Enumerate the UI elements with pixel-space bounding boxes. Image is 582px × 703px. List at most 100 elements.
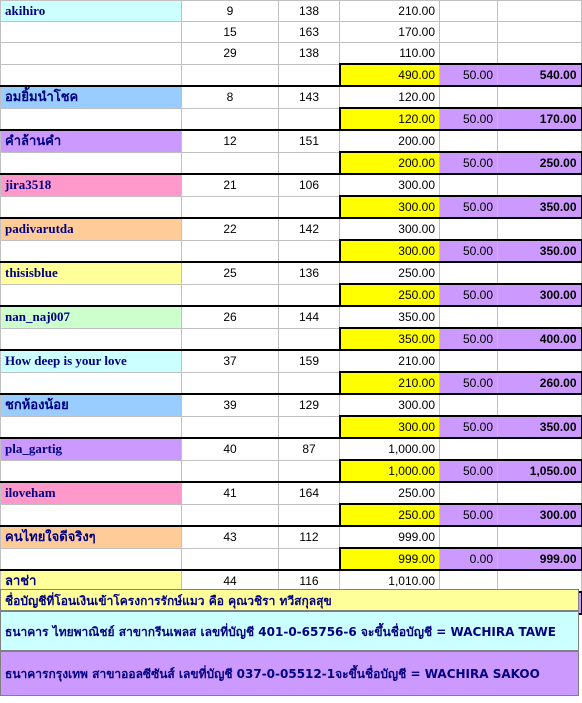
empty-cell[interactable] (439, 481, 498, 505)
code-cell[interactable]: 138 (278, 0, 340, 22)
donor-name-cell[interactable]: padivarutda (0, 217, 182, 241)
empty-cell[interactable] (0, 327, 182, 351)
donor-name-cell[interactable]: thisisblue (0, 261, 182, 285)
empty-cell[interactable] (0, 239, 182, 263)
empty-cell[interactable] (181, 327, 279, 351)
item-number-cell[interactable]: 29 (181, 42, 279, 65)
item-number-cell[interactable]: 15 (181, 21, 279, 43)
empty-cell[interactable] (181, 415, 279, 439)
total-cell[interactable]: 260.00 (497, 371, 582, 395)
empty-cell[interactable] (439, 393, 498, 417)
amount-cell[interactable]: 300.00 (339, 217, 440, 241)
fee-cell[interactable]: 50.00 (439, 327, 498, 351)
empty-cell[interactable] (439, 0, 498, 22)
subtotal-cell[interactable]: 200.00 (338, 151, 440, 175)
donor-name-cell[interactable]: iloveham (0, 481, 182, 505)
item-number-cell[interactable]: 39 (181, 393, 279, 417)
empty-cell[interactable] (497, 525, 582, 549)
empty-cell[interactable] (497, 21, 582, 43)
code-cell[interactable]: 136 (278, 261, 340, 285)
empty-cell[interactable] (278, 371, 340, 395)
total-cell[interactable]: 540.00 (497, 63, 582, 87)
empty-cell[interactable] (0, 283, 182, 307)
amount-cell[interactable]: 250.00 (339, 481, 440, 505)
item-number-cell[interactable]: 40 (181, 437, 279, 461)
subtotal-cell[interactable]: 490.00 (338, 63, 440, 87)
empty-cell[interactable] (278, 239, 340, 263)
empty-cell[interactable] (439, 129, 498, 153)
item-number-cell[interactable]: 12 (181, 129, 279, 153)
empty-cell[interactable] (439, 305, 498, 329)
code-cell[interactable]: 142 (278, 217, 340, 241)
total-cell[interactable]: 350.00 (497, 415, 582, 439)
empty-cell[interactable] (439, 173, 498, 197)
total-cell[interactable]: 170.00 (497, 107, 582, 131)
empty-cell[interactable] (278, 459, 340, 483)
code-cell[interactable]: 106 (278, 173, 340, 197)
subtotal-cell[interactable]: 350.00 (338, 327, 440, 351)
donor-name-cell[interactable]: คนไทยใจดีจริงๆ (0, 525, 182, 549)
empty-cell[interactable] (0, 42, 182, 65)
empty-cell[interactable] (0, 63, 182, 87)
empty-cell[interactable] (181, 151, 279, 175)
empty-cell[interactable] (0, 415, 182, 439)
subtotal-cell[interactable]: 120.00 (338, 107, 440, 131)
empty-cell[interactable] (0, 547, 182, 571)
code-cell[interactable]: 151 (278, 129, 340, 153)
code-cell[interactable]: 159 (278, 349, 340, 373)
item-number-cell[interactable]: 22 (181, 217, 279, 241)
total-cell[interactable]: 350.00 (497, 195, 582, 219)
empty-cell[interactable] (181, 107, 279, 131)
empty-cell[interactable] (497, 393, 582, 417)
item-number-cell[interactable]: 8 (181, 85, 279, 109)
empty-cell[interactable] (181, 371, 279, 395)
item-number-cell[interactable]: 25 (181, 261, 279, 285)
code-cell[interactable]: 144 (278, 305, 340, 329)
total-cell[interactable]: 300.00 (497, 503, 582, 527)
subtotal-cell[interactable]: 210.00 (338, 371, 440, 395)
subtotal-cell[interactable]: 300.00 (338, 239, 440, 263)
empty-cell[interactable] (278, 503, 340, 527)
empty-cell[interactable] (278, 107, 340, 131)
code-cell[interactable]: 129 (278, 393, 340, 417)
fee-cell[interactable]: 50.00 (439, 195, 498, 219)
code-cell[interactable]: 163 (278, 21, 340, 43)
fee-cell[interactable]: 50.00 (439, 239, 498, 263)
amount-cell[interactable]: 120.00 (339, 85, 440, 109)
total-cell[interactable]: 400.00 (497, 327, 582, 351)
fee-cell[interactable]: 50.00 (439, 459, 498, 483)
empty-cell[interactable] (181, 63, 279, 87)
amount-cell[interactable]: 170.00 (339, 21, 440, 43)
code-cell[interactable]: 87 (278, 437, 340, 461)
donor-name-cell[interactable]: pla_gartig (0, 437, 182, 461)
amount-cell[interactable]: 300.00 (339, 393, 440, 417)
amount-cell[interactable]: 210.00 (339, 0, 440, 22)
donor-name-cell[interactable]: jira3518 (0, 173, 182, 197)
empty-cell[interactable] (0, 459, 182, 483)
item-number-cell[interactable]: 41 (181, 481, 279, 505)
fee-cell[interactable]: 50.00 (439, 151, 498, 175)
empty-cell[interactable] (439, 217, 498, 241)
empty-cell[interactable] (439, 261, 498, 285)
fee-cell[interactable]: 50.00 (439, 283, 498, 307)
empty-cell[interactable] (439, 349, 498, 373)
empty-cell[interactable] (181, 239, 279, 263)
donor-name-cell[interactable]: คำล้านคำ (0, 129, 182, 153)
empty-cell[interactable] (497, 261, 582, 285)
empty-cell[interactable] (0, 107, 182, 131)
subtotal-cell[interactable]: 999.00 (338, 547, 440, 571)
donor-name-cell[interactable]: akihiro (0, 0, 182, 22)
empty-cell[interactable] (497, 437, 582, 461)
empty-cell[interactable] (439, 21, 498, 43)
fee-cell[interactable]: 50.00 (439, 371, 498, 395)
donor-name-cell[interactable]: ลาช่า (0, 569, 182, 593)
donor-name-cell[interactable]: nan_naj007 (0, 305, 182, 329)
subtotal-cell[interactable]: 1,000.00 (338, 459, 440, 483)
item-number-cell[interactable]: 26 (181, 305, 279, 329)
empty-cell[interactable] (181, 283, 279, 307)
total-cell[interactable]: 300.00 (497, 283, 582, 307)
empty-cell[interactable] (497, 173, 582, 197)
total-cell[interactable]: 250.00 (497, 151, 582, 175)
code-cell[interactable]: 138 (278, 42, 340, 65)
empty-cell[interactable] (497, 0, 582, 22)
